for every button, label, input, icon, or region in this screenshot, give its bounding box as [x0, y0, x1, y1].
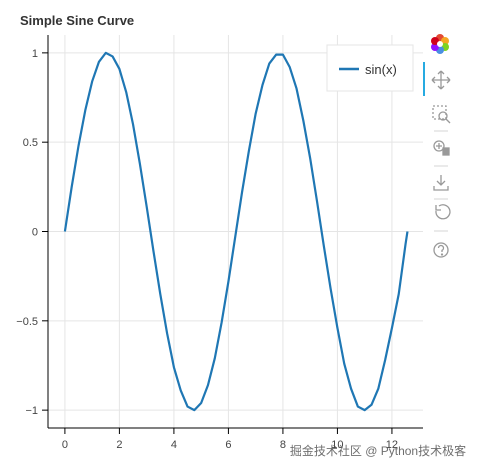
- x-tick-label: 8: [280, 439, 286, 451]
- x-tick-label: 2: [116, 439, 122, 451]
- x-tick-label: 0: [62, 439, 68, 451]
- separator: [434, 130, 448, 232]
- box-zoom-tool[interactable]: [432, 105, 451, 124]
- wheel-zoom-tool[interactable]: [433, 140, 450, 156]
- reset-tool[interactable]: [435, 204, 451, 220]
- chart-title: Simple Sine Curve: [20, 13, 134, 28]
- x-tick-label: 10: [331, 439, 343, 451]
- x-tick-label: 6: [225, 439, 231, 451]
- legend-label: sin(x): [365, 62, 397, 77]
- y-tick-label: 0: [32, 227, 38, 239]
- x-tick-label: 4: [171, 439, 177, 451]
- y-tick-label: −0.5: [16, 316, 38, 328]
- save-tool[interactable]: [433, 175, 449, 191]
- x-tick-label: 12: [386, 439, 398, 451]
- legend: sin(x): [326, 44, 414, 92]
- bokeh-logo: [431, 34, 449, 54]
- line-series: [63, 51, 409, 412]
- y-tick-label: 1: [32, 48, 38, 60]
- active-indicator: [423, 62, 425, 96]
- y-tick-label: 0.5: [23, 137, 38, 149]
- pan-tool[interactable]: [431, 70, 451, 90]
- watermark: 掘金技术社区 @ Python技术极客: [290, 443, 466, 458]
- help-tool[interactable]: [433, 242, 449, 258]
- y-tick-label: −1: [25, 405, 38, 417]
- toolbar: [423, 34, 451, 258]
